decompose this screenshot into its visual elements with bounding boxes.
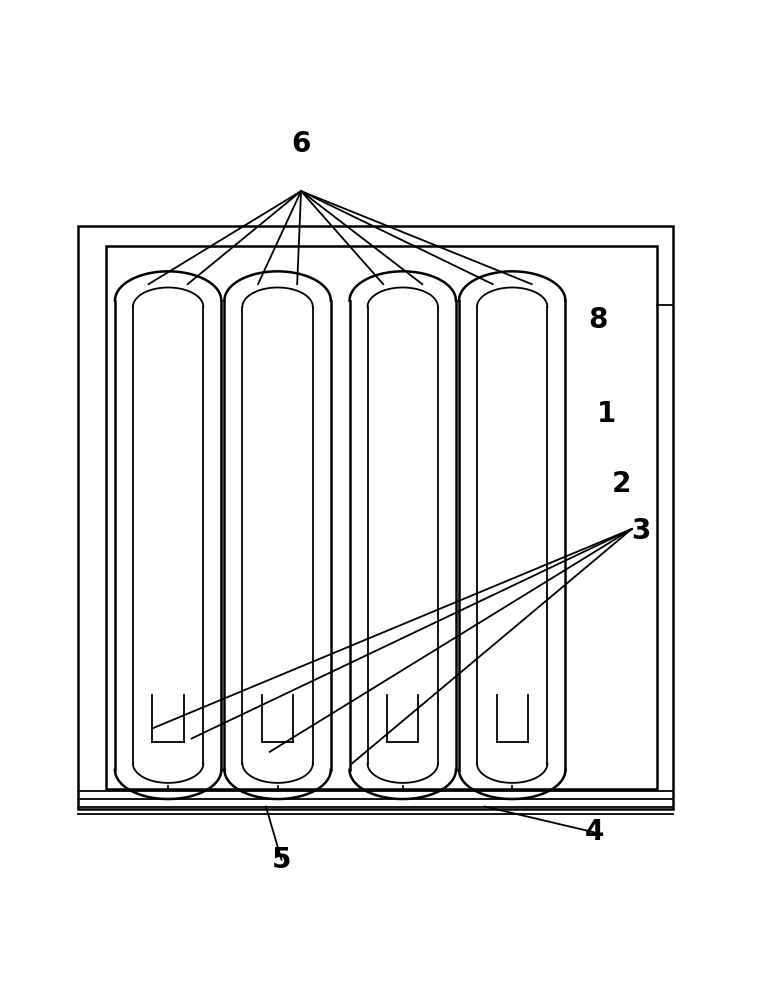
Text: 3: 3 [632, 517, 651, 545]
Bar [78, 226, 673, 809]
Text: 2: 2 [612, 470, 631, 498]
Text: 5: 5 [272, 846, 291, 874]
Text: 6: 6 [292, 130, 310, 158]
Bar [106, 246, 657, 789]
Text: 4: 4 [585, 818, 604, 846]
Text: 1: 1 [597, 400, 615, 428]
Text: 8: 8 [589, 306, 608, 334]
